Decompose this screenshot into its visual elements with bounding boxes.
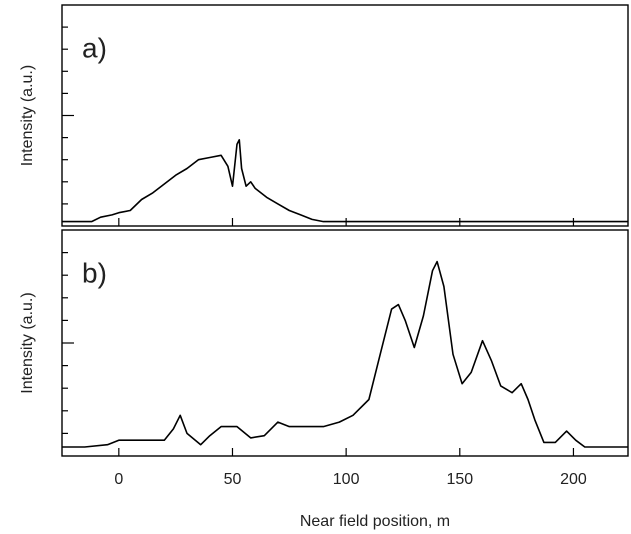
plot-frame [61,229,629,457]
series-line [62,139,628,223]
x-tick-label: 0 [114,471,123,488]
x-tick-label: 50 [224,471,242,488]
x-tick-label: 200 [560,471,587,488]
series-line [62,260,628,448]
panel-label: a) [82,32,107,63]
y-axis-label: Intensity (a.u.) [19,292,36,393]
plot-frame [61,4,629,227]
panel-label: b) [82,257,107,288]
y-axis-label: Intensity (a.u.) [19,65,36,166]
x-tick-label: 100 [333,471,360,488]
x-tick-label: 150 [446,471,473,488]
x-axis-label: Near field position, m [300,513,450,530]
